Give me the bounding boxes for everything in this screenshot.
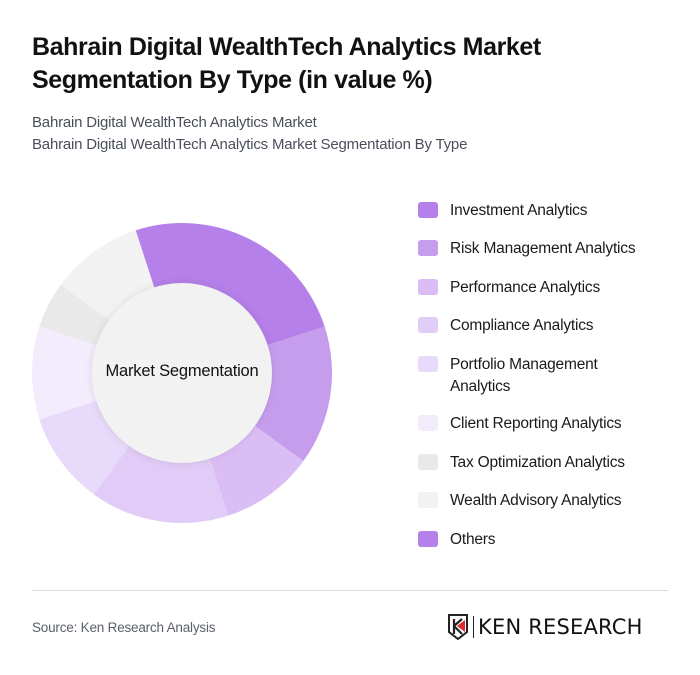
donut-slice-compliance-analytics[interactable] — [93, 444, 229, 523]
legend-swatch — [418, 492, 438, 508]
ken-research-logo-icon — [448, 614, 468, 640]
donut-center — [92, 283, 272, 463]
legend-swatch — [418, 415, 438, 431]
chart-title: Bahrain Digital WealthTech Analytics Mar… — [32, 33, 541, 94]
donut-slice-portfolio-management-analytics[interactable] — [39, 400, 131, 495]
legend-item-risk-management-analytics[interactable]: Risk Management Analytics — [418, 238, 650, 260]
donut-chart — [32, 222, 332, 523]
legend-item-others[interactable]: Others — [418, 529, 650, 551]
legend-label: Client Reporting Analytics — [450, 415, 622, 432]
chart-subtitle: Bahrain Digital WealthTech Analytics Mar… — [32, 112, 467, 156]
source-note: Source: Ken Research Analysis — [32, 620, 216, 635]
legend-swatch — [418, 317, 438, 333]
donut-slice-client-reporting-analytics[interactable] — [32, 326, 99, 420]
legend-label: Investment Analytics — [450, 202, 588, 219]
legend-swatch — [418, 240, 438, 256]
legend-item-client-reporting-analytics[interactable]: Client Reporting Analytics — [418, 413, 650, 435]
legend-item-investment-analytics[interactable]: Investment Analytics — [418, 200, 650, 222]
legend-label: Others — [450, 531, 496, 548]
legend-label: Compliance Analytics — [450, 317, 594, 334]
legend-swatch — [418, 531, 438, 547]
donut-slice-tax-optimization-analytics[interactable] — [39, 284, 111, 346]
legend-swatch — [418, 454, 438, 470]
donut-slice-investment-analytics[interactable] — [135, 222, 325, 346]
legend-item-performance-analytics[interactable]: Performance Analytics — [418, 277, 650, 299]
subtitle-line-2: Bahrain Digital WealthTech Analytics Mar… — [32, 136, 468, 153]
legend-item-portfolio-management-analytics[interactable]: Portfolio Management Analytics — [418, 354, 630, 398]
legend-label: Tax Optimization Analytics — [450, 454, 625, 471]
legend-swatch — [418, 202, 438, 218]
subtitle-line-1: Bahrain Digital WealthTech Analytics Mar… — [32, 114, 317, 131]
legend-item-tax-optimization-analytics[interactable]: Tax Optimization Analytics — [418, 452, 650, 474]
donut-slice-performance-analytics[interactable] — [209, 424, 304, 516]
legend-item-wealth-advisory-analytics[interactable]: Wealth Advisory Analytics — [418, 490, 650, 512]
ken-research-logo: KEN RESEARCH — [447, 614, 643, 640]
legend-label: Performance Analytics — [450, 279, 601, 296]
footer-divider — [32, 590, 668, 591]
legend-swatch — [418, 356, 438, 372]
legend-label: Portfolio Management Analytics — [450, 356, 598, 395]
logo-divider — [473, 616, 474, 638]
legend-swatch — [418, 279, 438, 295]
legend-label: Risk Management Analytics — [450, 240, 636, 257]
legend-label: Wealth Advisory Analytics — [450, 492, 622, 509]
donut-slice-risk-management-analytics[interactable] — [253, 326, 332, 462]
donut-center-label: Market Segmentation — [105, 362, 259, 380]
logo-text: KEN RESEARCH — [478, 615, 643, 639]
donut-slices — [32, 222, 332, 523]
donut-slice-wealth-advisory-analytics[interactable] — [60, 230, 155, 322]
legend-item-compliance-analytics[interactable]: Compliance Analytics — [418, 315, 650, 337]
